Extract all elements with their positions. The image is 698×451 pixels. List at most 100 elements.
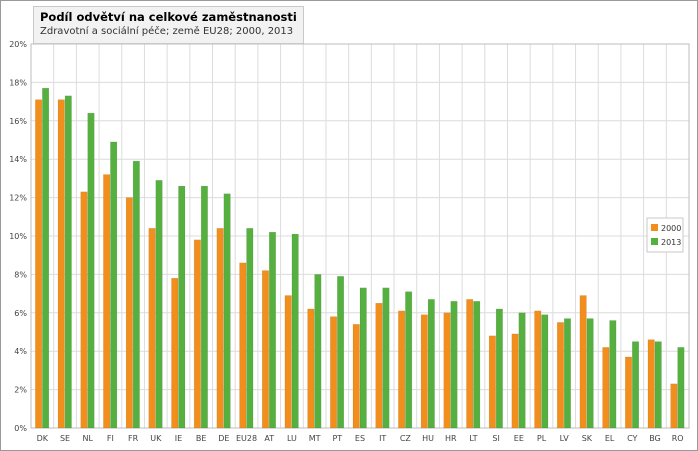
x-tick-label: EE <box>514 434 524 443</box>
bar-2000-SE <box>57 99 65 429</box>
bar-2000-BE <box>193 239 201 429</box>
bar-2013-RO <box>677 347 685 429</box>
x-tick-label: SK <box>582 434 593 443</box>
bar-2013-CY <box>632 341 640 429</box>
legend-label-2000: 2000 <box>661 224 681 233</box>
bar-2000-LU <box>284 295 292 429</box>
legend-swatch-2000 <box>651 224 658 231</box>
bar-2013-UK <box>155 180 163 429</box>
bar-2013-LT <box>473 301 481 429</box>
bar-2013-CZ <box>405 291 413 429</box>
x-tick-label: ES <box>355 434 365 443</box>
bar-2000-HR <box>443 312 451 429</box>
x-tick-label: EL <box>605 434 615 443</box>
y-tick-label: 10% <box>9 232 27 241</box>
x-tick-label: LU <box>287 434 297 443</box>
x-tick-label: EU28 <box>236 434 257 443</box>
legend-label-2013: 2013 <box>661 238 681 247</box>
bar-2013-EE <box>518 312 526 429</box>
bar-2013-SI <box>495 308 503 429</box>
y-tick-label: 16% <box>9 117 27 126</box>
x-tick-label: CZ <box>400 434 412 443</box>
y-tick-label: 20% <box>9 40 27 49</box>
bar-2013-SE <box>64 95 72 429</box>
bar-2000-UK <box>148 228 156 429</box>
bar-2000-MT <box>307 308 315 429</box>
bar-2000-CZ <box>398 310 406 429</box>
x-tick-label: HU <box>422 434 434 443</box>
bar-2013-NL <box>87 112 95 429</box>
y-tick-label: 6% <box>14 309 27 318</box>
bar-2000-EU28 <box>239 262 247 429</box>
chart-title: Podíl odvětví na celkové zaměstnanosti <box>40 10 297 24</box>
bar-2000-LV <box>556 322 564 429</box>
x-tick-label: LV <box>560 434 570 443</box>
bar-2013-FI <box>110 141 118 429</box>
bar-2000-AT <box>261 270 269 429</box>
bar-2013-PL <box>541 314 549 429</box>
bar-2013-EU28 <box>246 228 254 429</box>
y-tick-label: 18% <box>9 78 27 87</box>
bar-2000-FR <box>125 197 133 429</box>
x-tick-label: PT <box>332 434 342 443</box>
x-tick-label: IE <box>175 434 182 443</box>
y-tick-label: 4% <box>14 347 27 356</box>
legend-swatch-2013 <box>651 238 658 245</box>
x-tick-label: FR <box>128 434 139 443</box>
bar-2000-PT <box>330 316 338 429</box>
y-tick-label: 14% <box>9 155 27 164</box>
bar-2013-SK <box>586 318 594 429</box>
bar-2000-EE <box>511 333 519 429</box>
x-tick-label: BE <box>196 434 207 443</box>
bar-2013-ES <box>359 287 367 429</box>
bar-2000-PL <box>534 310 542 429</box>
bar-2000-LT <box>466 299 474 429</box>
bar-2013-LV <box>563 318 571 429</box>
bar-2000-EL <box>602 347 610 429</box>
x-tick-label: LT <box>469 434 477 443</box>
bar-2000-IE <box>171 277 179 429</box>
y-tick-label: 0% <box>14 424 27 433</box>
bar-2000-BG <box>647 339 655 429</box>
y-tick-label: 8% <box>14 270 27 279</box>
x-tick-label: RO <box>672 434 684 443</box>
bar-2013-DK <box>42 87 50 429</box>
bar-2013-BE <box>200 185 208 429</box>
x-tick-label: NL <box>82 434 93 443</box>
x-tick-label: AT <box>264 434 274 443</box>
chart-subtitle: Zdravotní a sociální péče; země EU28; 20… <box>40 26 294 37</box>
bar-2000-FI <box>103 174 111 429</box>
x-tick-label: PL <box>537 434 547 443</box>
bar-2013-MT <box>314 274 322 429</box>
bar-2013-LU <box>291 233 299 429</box>
x-tick-label: MT <box>309 434 321 443</box>
y-tick-label: 2% <box>14 386 27 395</box>
bar-2013-AT <box>268 231 276 429</box>
y-tick-label: 12% <box>9 194 27 203</box>
bar-2000-SI <box>488 335 496 429</box>
bar-2013-FR <box>132 160 140 429</box>
x-tick-label: FI <box>107 434 114 443</box>
bar-2000-CY <box>625 356 633 429</box>
bar-2013-IE <box>178 185 186 429</box>
x-tick-label: CY <box>627 434 637 443</box>
legend-box <box>646 217 684 253</box>
bar-2000-RO <box>670 383 678 429</box>
bar-2000-SK <box>579 295 587 429</box>
x-tick-label: BG <box>649 434 661 443</box>
x-tick-label: UK <box>150 434 162 443</box>
x-tick-label: IT <box>379 434 386 443</box>
x-tick-label: HR <box>445 434 457 443</box>
bar-2013-PT <box>337 276 345 429</box>
bar-2013-IT <box>382 287 390 429</box>
x-tick-label: DK <box>37 434 49 443</box>
bar-2013-DE <box>223 193 231 429</box>
x-tick-label: SI <box>492 434 499 443</box>
bar-2000-HU <box>420 314 428 429</box>
bar-2000-IT <box>375 302 383 429</box>
bar-2013-HU <box>427 299 435 429</box>
bar-2013-HR <box>450 301 458 429</box>
bar-2000-DE <box>216 228 224 429</box>
